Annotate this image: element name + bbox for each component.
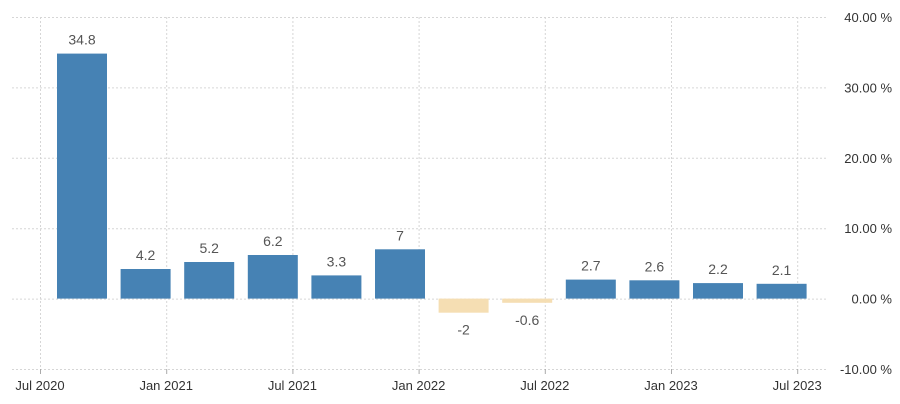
data-label: -2	[457, 322, 470, 338]
data-label: 6.2	[263, 233, 283, 249]
data-label: 7	[396, 227, 404, 243]
y-tick-label: 20.00 %	[844, 151, 892, 166]
data-label: 2.6	[645, 258, 665, 274]
bar-q4-2021	[375, 249, 425, 299]
bar-q1-2023	[693, 283, 743, 299]
data-label: 2.2	[708, 261, 728, 277]
x-tick-label: Jul 2021	[268, 378, 317, 393]
grid-lines	[12, 17, 828, 370]
x-axis: Jul 2020 Jan 2021 Jul 2021 Jan 2022 Jul 2022…	[15, 369, 822, 393]
bar-q1-2021	[184, 262, 235, 299]
data-label: 2.7	[581, 258, 601, 274]
data-label: 34.8	[68, 32, 95, 48]
bar-q2-2021	[247, 255, 298, 299]
bars	[57, 53, 807, 313]
y-tick-label: 40.00 %	[844, 10, 892, 25]
bar-q2-2022	[502, 298, 553, 303]
data-label: -0.6	[515, 312, 539, 328]
data-label: 3.3	[327, 253, 347, 269]
bar-q4-2022	[629, 280, 680, 299]
bar-q1-2022	[438, 298, 489, 313]
y-tick-label: 30.00 %	[844, 80, 892, 95]
x-tick-label: Jan 2022	[392, 378, 446, 393]
y-tick-label: -10.00 %	[840, 362, 892, 377]
x-tick-label: Jan 2023	[644, 378, 698, 393]
data-label: 4.2	[136, 247, 156, 263]
y-tick-label: 0.00 %	[852, 292, 893, 307]
bar-q4-2020	[120, 269, 171, 299]
x-tick-label: Jul 2023	[773, 378, 822, 393]
bar-q2-2023	[756, 283, 807, 299]
x-tick-label: Jul 2020	[15, 378, 64, 393]
x-tick-label: Jul 2022	[520, 378, 569, 393]
y-axis: 40.00 % 30.00 % 20.00 % 10.00 % 0.00 % -10.00…	[840, 10, 892, 377]
bar-q3-2022	[565, 279, 616, 299]
bar-q3-2021	[311, 275, 362, 299]
data-label: 2.1	[772, 262, 792, 278]
data-labels: 34.8 4.2 5.2 6.2 3.3 7 -2 -0.6 2.7 2.6 2.2 2.1	[68, 32, 791, 338]
bar-q3-2020	[57, 53, 107, 299]
y-tick-label: 10.00 %	[844, 221, 892, 236]
data-label: 5.2	[199, 240, 219, 256]
x-tick-label: Jan 2021	[139, 378, 193, 393]
